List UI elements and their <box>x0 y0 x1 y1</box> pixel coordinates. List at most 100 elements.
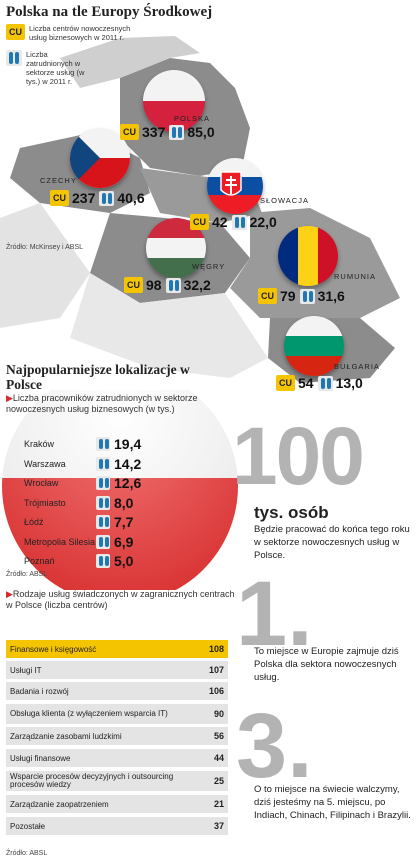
services-subtitle-text: Rodzaje usług świadczonych w zagraniczny… <box>6 589 235 610</box>
workers-icon <box>99 190 115 206</box>
service-label: Pozostałe <box>10 821 46 831</box>
source-map: Źródło: McKinsey i ABSL <box>6 244 84 251</box>
service-value: 106 <box>208 686 224 696</box>
stat-poland: CU 337 85,0 <box>120 124 215 140</box>
service-row: Obsługa klienta (z wyłączeniem wsparcia … <box>6 704 228 724</box>
map-land-south <box>70 273 268 378</box>
country-label-hungary: WĘGRY <box>192 262 226 271</box>
stat-slovakia: CU 42 22,0 <box>190 214 277 230</box>
cu-value: 337 <box>142 124 166 140</box>
flag-slovakia-icon <box>207 158 263 214</box>
source-services: Źródło: ABSL <box>6 850 48 857</box>
workers-icon <box>96 534 110 549</box>
service-label: Badania i rozwój <box>10 686 69 696</box>
cu-badge: CU <box>258 288 277 304</box>
workers-icon <box>6 50 22 66</box>
stat-bulgaria: CU 54 13,0 <box>276 375 363 391</box>
poland-circle-graphic <box>2 390 238 590</box>
workers-icon <box>169 124 185 140</box>
map-land-west <box>0 203 90 328</box>
service-row: Badania i rozwój 106 <box>6 682 228 700</box>
service-label: Zarządzanie zaopatrzeniem <box>10 799 109 809</box>
workers-icon <box>299 288 315 304</box>
fact-text-1: Będzie pracować do końca tego roku w sek… <box>254 524 410 561</box>
cu-badge: CU <box>276 375 295 391</box>
city-row: Metropolia Silesia 6,9 <box>24 534 224 550</box>
service-value: 108 <box>208 644 224 654</box>
workers-value: 13,0 <box>335 375 363 391</box>
legend-cu: CU Liczba centrów nowoczesnych usług biz… <box>6 24 139 42</box>
fact-big-number-1: 100 <box>232 411 365 502</box>
city-row: Trójmiasto 8,0 <box>24 495 224 511</box>
service-label: Usługi finansowe <box>10 753 71 763</box>
flag-romania-icon <box>278 226 338 286</box>
stat-czechia: CU 237 40,6 <box>50 190 145 206</box>
city-row: Warszawa 14,2 <box>24 456 224 472</box>
cu-value: 42 <box>212 214 228 230</box>
triangle-icon: ▶ <box>6 589 13 599</box>
service-row: Zarządzanie zasobami ludzkimi 56 <box>6 727 228 745</box>
service-label: Obsługa klienta (z wyłączeniem wsparcia … <box>10 709 168 718</box>
service-row: Finansowe i księgowość 108 <box>6 640 228 658</box>
service-value: 56 <box>213 731 224 741</box>
workers-value: 31,6 <box>317 288 345 304</box>
city-value: 19,4 <box>114 436 142 452</box>
map-land-north <box>60 36 200 88</box>
workers-value: 22,0 <box>249 214 277 230</box>
flag-bulgaria-icon <box>284 316 344 376</box>
fact-unit-1: tys. osób <box>254 503 329 522</box>
workers-icon <box>96 456 110 471</box>
service-row: Usługi IT 107 <box>6 661 228 679</box>
city-value: 5,0 <box>114 553 134 569</box>
workers-icon <box>96 437 110 451</box>
city-value: 8,0 <box>114 494 134 511</box>
fact-text-2: To miejsce w Europie zajmuje dziś Polska… <box>254 646 399 683</box>
city-row: Poznań 5,0 <box>24 553 224 569</box>
triangle-icon: ▶ <box>6 393 13 403</box>
city-name: Warszawa <box>24 458 66 469</box>
city-name: Trójmiasto <box>24 497 66 508</box>
fact-text-3: O to miejsce na świecie walczymy, dziś j… <box>254 784 411 821</box>
source-cities: Źródło: ABSL <box>6 571 48 578</box>
service-label: Finansowe i księgowość <box>10 644 97 654</box>
workers-icon <box>96 495 110 510</box>
city-name: Kraków <box>24 439 55 449</box>
workers-icon <box>231 214 247 230</box>
fact-big-number-2: 1. <box>236 563 313 665</box>
city-value: 14,2 <box>114 455 142 472</box>
city-value: 6,9 <box>114 533 134 550</box>
workers-icon <box>96 554 110 568</box>
country-label-bulgaria: BUŁGARIA <box>334 362 380 371</box>
country-label-romania: RUMUNIA <box>334 272 376 281</box>
country-label-slovakia: SŁOWACJA <box>260 196 309 205</box>
workers-icon <box>317 375 333 391</box>
city-row: Wrocław 12,6 <box>24 475 224 491</box>
city-value: 7,7 <box>114 514 134 530</box>
service-row: Zarządzanie zaopatrzeniem 21 <box>6 795 228 813</box>
service-value: 90 <box>213 709 224 719</box>
workers-value: 40,6 <box>117 190 145 206</box>
page-title: Polska na tle Europy Środkowej <box>6 4 213 20</box>
workers-value: 32,2 <box>183 277 211 293</box>
service-label: Usługi IT <box>10 665 42 675</box>
service-value: 37 <box>213 821 224 831</box>
workers-icon <box>165 277 181 293</box>
service-value: 21 <box>213 799 224 809</box>
city-name: Wrocław <box>24 478 59 488</box>
country-label-czechia: CZECHY <box>40 176 77 185</box>
country-label-poland: POLSKA <box>174 114 211 123</box>
service-row: Pozostałe 37 <box>6 817 228 835</box>
cu-badge: CU <box>190 214 209 230</box>
workers-icon <box>96 476 110 490</box>
cities-subtitle-text: Liczba pracowników zatrudnionych w sekto… <box>6 393 198 414</box>
cu-value: 98 <box>146 277 162 293</box>
city-name: Poznań <box>24 556 55 566</box>
service-value: 107 <box>208 665 224 675</box>
cu-value: 54 <box>298 375 314 391</box>
service-label: Zarządzanie zasobami ludzkimi <box>10 731 122 741</box>
service-label: Wsparcie procesów decyzyjnych i outsourc… <box>10 772 174 789</box>
service-value: 25 <box>213 776 224 786</box>
service-row: Usługi finansowe 44 <box>6 749 228 767</box>
city-row: Łódź 7,7 <box>24 514 224 530</box>
city-value: 12,6 <box>114 475 142 491</box>
